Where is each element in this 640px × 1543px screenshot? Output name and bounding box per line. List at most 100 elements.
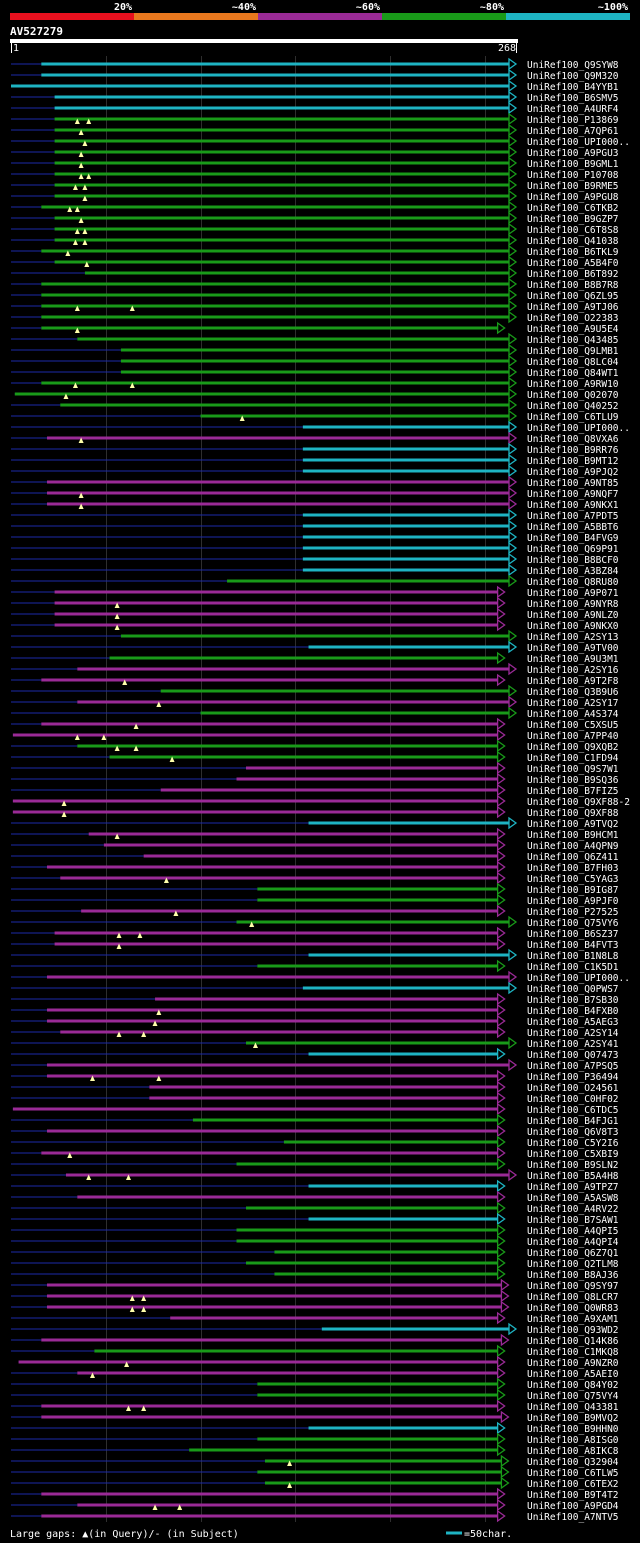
hit-row[interactable]: UniRef100_A9RW10 (11, 376, 619, 390)
hit-label[interactable]: UniRef100_Q07473 (527, 1050, 619, 1061)
hit-row[interactable]: UniRef100_A5ASW8 (11, 1190, 619, 1204)
hit-row[interactable]: UniRef100_Q43381 (11, 1399, 619, 1413)
hit-label[interactable]: UniRef100_C6T8S8 (527, 225, 619, 236)
hit-row[interactable]: UniRef100_A4S374 (11, 706, 619, 720)
hit-label[interactable]: UniRef100_B9GZP7 (527, 214, 619, 225)
hit-bar[interactable] (264, 1481, 503, 1485)
hit-row[interactable]: UniRef100_B6SMV5 (11, 90, 619, 104)
hit-label[interactable]: UniRef100_A7NTV5 (527, 1512, 619, 1523)
hit-row[interactable]: UniRef100_UPI000.. (11, 420, 630, 434)
hit-bar[interactable] (54, 238, 511, 242)
hit-label[interactable]: UniRef100_Q9LMB1 (527, 346, 619, 357)
hit-row[interactable]: UniRef100_Q84WT1 (11, 365, 619, 379)
hit-row[interactable]: UniRef100_Q2TLM8 (11, 1256, 619, 1270)
hit-bar[interactable] (200, 711, 510, 715)
hit-bar[interactable] (41, 304, 511, 308)
hit-bar[interactable] (77, 1503, 499, 1507)
hit-bar[interactable] (77, 700, 510, 704)
hit-label[interactable]: UniRef100_B7FIZ5 (527, 786, 619, 797)
hit-label[interactable]: UniRef100_C6TEX2 (527, 1479, 619, 1490)
hit-bar[interactable] (160, 788, 499, 792)
hit-row[interactable]: UniRef100_C5XSU5 (11, 717, 619, 731)
hit-bar[interactable] (264, 1459, 503, 1463)
hit-row[interactable]: UniRef100_UPI000.. (11, 134, 630, 148)
hit-row[interactable]: UniRef100_P27525 (11, 904, 619, 918)
hit-row[interactable]: UniRef100_A9NKX0 (11, 618, 619, 632)
hit-label[interactable]: UniRef100_C1K5D1 (527, 962, 619, 973)
hit-bar[interactable] (11, 84, 510, 88)
hit-label[interactable]: UniRef100_B8AJ36 (527, 1270, 619, 1281)
hit-bar[interactable] (245, 1041, 510, 1045)
hit-label[interactable]: UniRef100_A9PJQ2 (527, 467, 619, 478)
hit-row[interactable]: UniRef100_Q9SYW8 (11, 57, 619, 71)
hit-bar[interactable] (18, 1360, 499, 1364)
hit-bar[interactable] (12, 733, 499, 737)
hit-row[interactable]: UniRef100_A9TV00 (11, 640, 619, 654)
hit-row[interactable]: UniRef100_Q32904 (11, 1454, 619, 1468)
hit-bar[interactable] (60, 876, 499, 880)
hit-bar[interactable] (41, 678, 499, 682)
hit-bar[interactable] (47, 1283, 503, 1287)
hit-row[interactable]: UniRef100_B1N8L8 (11, 948, 619, 962)
hit-row[interactable]: UniRef100_A8IKC8 (11, 1443, 619, 1457)
hit-label[interactable]: UniRef100_A7QP61 (527, 126, 619, 137)
hit-label[interactable]: UniRef100_A9P071 (527, 588, 619, 599)
hit-row[interactable]: UniRef100_A2SY14 (11, 1025, 619, 1039)
hit-label[interactable]: UniRef100_B4FVT3 (527, 940, 619, 951)
hit-label[interactable]: UniRef100_A9PGD4 (527, 1501, 619, 1512)
hit-bar[interactable] (47, 1008, 499, 1012)
hit-bar[interactable] (308, 645, 510, 649)
hit-label[interactable]: UniRef100_B9SQ36 (527, 775, 619, 786)
hit-row[interactable]: UniRef100_A4QPI5 (11, 1223, 619, 1237)
hit-label[interactable]: UniRef100_A9NYR8 (527, 599, 619, 610)
hit-row[interactable]: UniRef100_C5YAG3 (11, 871, 619, 885)
hit-bar[interactable] (54, 612, 499, 616)
hit-row[interactable]: UniRef100_Q6Z7Q1 (11, 1245, 619, 1259)
hit-bar[interactable] (41, 1338, 503, 1342)
hit-bar[interactable] (47, 502, 510, 506)
hit-bar[interactable] (236, 1228, 499, 1232)
hit-label[interactable]: UniRef100_A4QPI4 (527, 1237, 619, 1248)
hit-row[interactable]: UniRef100_Q14K86 (11, 1333, 619, 1347)
hit-row[interactable]: UniRef100_Q9LMB1 (11, 343, 619, 357)
hit-bar[interactable] (308, 953, 510, 957)
hit-bar[interactable] (77, 337, 510, 341)
hit-row[interactable]: UniRef100_Q9M320 (11, 68, 619, 82)
hit-row[interactable]: UniRef100_Q8LCR7 (11, 1289, 619, 1303)
hit-label[interactable]: UniRef100_O24561 (527, 1083, 619, 1094)
hit-label[interactable]: UniRef100_A7PP40 (527, 731, 619, 742)
hit-bar[interactable] (227, 579, 511, 583)
hit-row[interactable]: UniRef100_B6SZ37 (11, 926, 619, 940)
hit-row[interactable]: UniRef100_Q8VXA6 (11, 431, 619, 445)
hit-row[interactable]: UniRef100_A8ISG0 (11, 1432, 619, 1446)
hit-row[interactable]: UniRef100_A9PGD4 (11, 1498, 619, 1512)
hit-bar[interactable] (41, 1404, 499, 1408)
hit-bar[interactable] (47, 1063, 510, 1067)
hit-label[interactable]: UniRef100_UPI000.. (527, 973, 630, 984)
hit-bar[interactable] (103, 843, 499, 847)
hit-row[interactable]: UniRef100_A4QPI4 (11, 1234, 619, 1248)
hit-bar[interactable] (120, 348, 510, 352)
hit-row[interactable]: UniRef100_Q9XQB2 (11, 739, 619, 753)
hit-bar[interactable] (308, 1426, 499, 1430)
hit-row[interactable]: UniRef100_C5XBI9 (11, 1146, 619, 1160)
hit-label[interactable]: UniRef100_Q6Z411 (527, 852, 619, 863)
hit-label[interactable]: UniRef100_P36494 (527, 1072, 619, 1083)
hit-bar[interactable] (120, 370, 510, 374)
hit-row[interactable]: UniRef100_O22383 (11, 310, 619, 324)
hit-row[interactable]: UniRef100_A9T2F8 (11, 673, 619, 687)
hit-row[interactable]: UniRef100_Q07473 (11, 1047, 619, 1061)
hit-bar[interactable] (257, 1393, 499, 1397)
hit-row[interactable]: UniRef100_B4YYB1 (11, 79, 619, 93)
hit-row[interactable]: UniRef100_A9TVQ2 (11, 816, 619, 830)
hit-label[interactable]: UniRef100_B4FVG9 (527, 533, 619, 544)
hit-label[interactable]: UniRef100_B9IG87 (527, 885, 619, 896)
hit-row[interactable]: UniRef100_B9MVQ2 (11, 1410, 619, 1424)
hit-row[interactable]: UniRef100_B9GZP7 (11, 211, 619, 225)
hit-label[interactable]: UniRef100_B6SMV5 (527, 93, 619, 104)
hit-row[interactable]: UniRef100_B9T4T2 (11, 1487, 619, 1501)
hit-row[interactable]: UniRef100_B9MT12 (11, 453, 619, 467)
hit-row[interactable]: UniRef100_C6TEX2 (11, 1476, 619, 1490)
hit-label[interactable]: UniRef100_P27525 (527, 907, 619, 918)
hit-label[interactable]: UniRef100_C1MKQ8 (527, 1347, 619, 1358)
